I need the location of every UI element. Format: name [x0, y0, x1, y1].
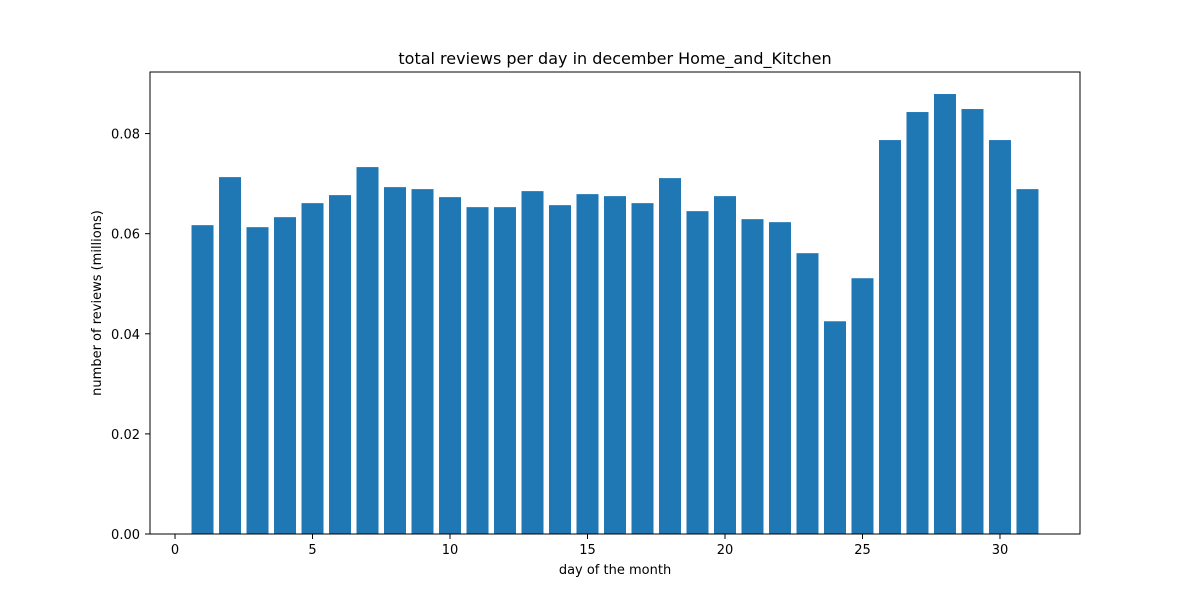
bar-day-20	[713, 196, 736, 534]
x-tick-label: 30	[992, 543, 1009, 558]
bar-day-27	[906, 112, 929, 534]
bar-day-18	[658, 178, 681, 534]
chart-title: total reviews per day in december Home_a…	[398, 49, 831, 69]
bar-day-24	[823, 321, 846, 534]
bar-day-14	[549, 205, 572, 534]
bar-day-28	[933, 94, 956, 534]
bar-day-29	[961, 109, 984, 534]
bar-day-26	[878, 140, 901, 534]
bar-day-6	[329, 195, 352, 535]
y-tick-label: 0.06	[111, 228, 140, 243]
bar-day-4	[274, 217, 297, 534]
bar-day-5	[301, 203, 324, 535]
x-tick-label: 25	[854, 543, 871, 558]
x-tick-label: 5	[308, 543, 316, 558]
bar-day-21	[741, 219, 764, 535]
bar-day-10	[439, 197, 462, 534]
bar-day-7	[356, 167, 379, 535]
x-tick-label: 15	[579, 543, 596, 558]
y-tick-label: 0.02	[111, 428, 140, 443]
x-tick-label: 0	[171, 543, 179, 558]
bar-day-3	[246, 227, 269, 535]
bar-day-13	[521, 191, 544, 535]
bar-day-8	[384, 187, 407, 535]
x-axis-label: day of the month	[559, 563, 671, 578]
bar-day-9	[411, 189, 434, 534]
bar-day-31	[1016, 189, 1039, 534]
x-axis-ticks: 0 5 10 15 20 25 30	[171, 534, 1008, 558]
bar-day-25	[851, 278, 874, 534]
bar-day-22	[768, 222, 791, 534]
bar-day-30	[988, 140, 1011, 534]
y-axis-label: number of reviews (millions)	[90, 210, 105, 396]
y-axis-ticks: 0.00 0.02 0.04 0.06 0.08	[111, 128, 150, 543]
plot-frame	[149, 71, 1081, 535]
bar-day-23	[796, 253, 819, 534]
y-tick-label: 0.08	[111, 128, 140, 143]
bar-day-1	[191, 225, 214, 534]
bar-day-17	[631, 203, 654, 535]
x-tick-label: 10	[442, 543, 459, 558]
bar-day-19	[686, 211, 709, 535]
x-tick-label: 20	[717, 543, 734, 558]
bar-day-12	[494, 207, 517, 535]
bars-group	[191, 94, 1039, 535]
bar-day-16	[604, 196, 626, 534]
bar-day-15	[576, 194, 599, 534]
bar-day-2	[219, 177, 242, 534]
y-tick-label: 0.04	[111, 328, 140, 343]
bar-day-11	[466, 207, 489, 535]
y-tick-label: 0.00	[111, 528, 140, 543]
